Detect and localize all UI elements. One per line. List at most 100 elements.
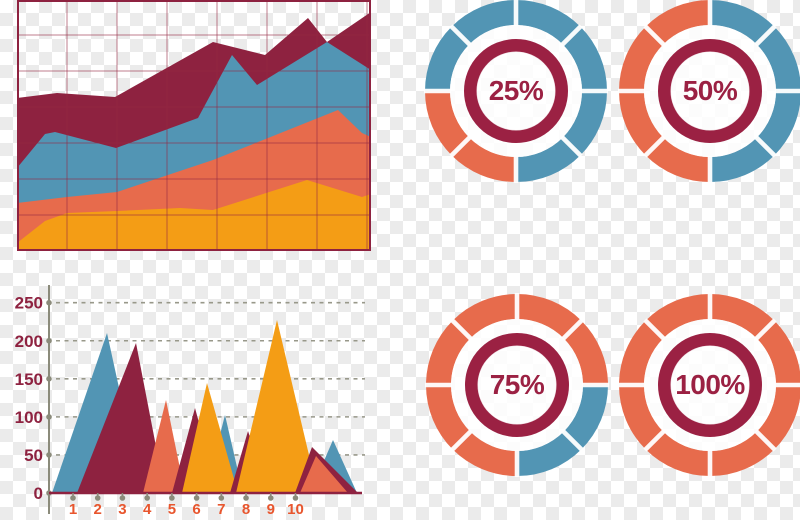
- donut-segment-empty: [563, 384, 608, 450]
- donut-segment-filled: [563, 320, 608, 386]
- donut-segment-separator: [643, 24, 666, 47]
- x-axis-tick-dot: [119, 495, 126, 501]
- donut-gap-ring: [644, 25, 776, 157]
- donut-segment-filled: [645, 294, 711, 339]
- donut-gauge-100: 100%: [618, 293, 800, 477]
- donut-segment-filled: [619, 26, 664, 92]
- donut-maroon-ring: [465, 333, 569, 437]
- donut-gauge-100-graphic: [618, 293, 800, 477]
- donut-segment-separator: [561, 318, 584, 341]
- donut-segment-separator: [561, 429, 584, 452]
- x-axis-tick-dot: [292, 495, 299, 501]
- x-axis-tick-dot: [94, 495, 101, 501]
- donut-segment-separator: [560, 24, 583, 47]
- donut-segment-filled: [619, 90, 664, 156]
- donut-segment-empty: [562, 90, 607, 156]
- donut-segment-empty: [562, 26, 607, 92]
- donut-gauge-50: 50%: [618, 0, 800, 183]
- donut-segment-separator: [643, 318, 666, 341]
- peak-triangle-coral: [143, 400, 185, 493]
- donut-segment-empty: [425, 26, 470, 92]
- donut-segment-separator: [643, 135, 666, 158]
- donut-segment-empty: [451, 0, 517, 45]
- donut-segment-empty: [515, 0, 581, 45]
- donut-segment-empty: [709, 0, 775, 45]
- y-tick-label: 250: [15, 294, 43, 313]
- donut-segment-filled: [452, 431, 518, 476]
- x-tick-label: 3: [118, 501, 126, 518]
- donut-gauge-25-graphic: [424, 0, 608, 183]
- donut-segment-filled: [619, 384, 664, 450]
- y-tick-label: 200: [15, 332, 43, 351]
- peak-triangle-coral: [300, 456, 348, 493]
- x-tick-label: 4: [143, 501, 152, 518]
- donut-segment-empty: [516, 431, 582, 476]
- x-tick-label: 6: [192, 501, 200, 518]
- donut-segment-separator: [754, 135, 777, 158]
- chart-border: [17, 0, 371, 251]
- donut-segment-empty: [756, 90, 800, 156]
- donut-gauge-25: 25%: [424, 0, 608, 183]
- peak-triangle-orange: [182, 383, 238, 493]
- donut-segment-filled: [425, 90, 470, 156]
- donut-segment-empty: [756, 26, 800, 92]
- x-axis-tick-dot: [243, 495, 249, 501]
- x-axis-tick-dot: [144, 495, 150, 501]
- donut-gap-ring: [644, 319, 776, 451]
- y-axis-tick-dot: [46, 376, 52, 382]
- donut-segment-separator: [560, 135, 583, 158]
- donut-segment-filled: [709, 294, 775, 339]
- donut-gap-ring: [450, 25, 582, 157]
- y-tick-label: 100: [15, 408, 43, 427]
- x-axis-tick-dot: [169, 495, 175, 501]
- x-axis-tick-dot: [193, 495, 200, 501]
- donut-segment-separator: [754, 24, 777, 47]
- x-axis-tick-dot: [70, 495, 76, 501]
- y-tick-label: 150: [15, 370, 43, 389]
- donut-segment-filled: [452, 294, 518, 339]
- donut-gap-ring: [451, 319, 583, 451]
- y-tick-label: 0: [34, 484, 43, 503]
- donut-maroon-ring: [658, 333, 762, 437]
- x-tick-label: 5: [168, 501, 176, 518]
- donut-segment-filled: [451, 137, 517, 182]
- x-tick-label: 8: [242, 501, 250, 518]
- donut-segment-separator: [449, 24, 472, 47]
- donut-inner-disc: [476, 51, 556, 131]
- donut-segment-separator: [643, 429, 666, 452]
- donut-inner-disc: [670, 345, 750, 425]
- x-axis-tick-dot: [218, 495, 225, 501]
- x-tick-label: 7: [217, 501, 225, 518]
- stacked-area-chart: [17, 0, 371, 251]
- donut-segment-separator: [449, 135, 472, 158]
- y-axis-tick-dot: [46, 452, 52, 458]
- donut-segment-empty: [515, 137, 581, 182]
- donut-segment-separator: [754, 429, 777, 452]
- donut-inner-disc: [670, 51, 750, 131]
- x-tick-label: 10: [287, 501, 304, 518]
- x-axis-tick-dot: [267, 495, 274, 501]
- x-tick-label: 2: [94, 501, 102, 518]
- y-tick-label: 50: [24, 446, 43, 465]
- donut-segment-filled: [756, 320, 800, 386]
- donut-segment-filled: [756, 384, 800, 450]
- donut-segment-filled: [645, 431, 711, 476]
- y-axis-tick-dot: [46, 337, 52, 344]
- donut-segment-filled: [516, 294, 582, 339]
- donut-gauge-50-graphic: [618, 0, 800, 183]
- donut-segment-separator: [450, 318, 473, 341]
- donut-segment-filled: [619, 320, 664, 386]
- donut-maroon-ring: [464, 39, 568, 143]
- y-axis-tick-dot: [46, 299, 52, 306]
- donut-segment-separator: [450, 429, 473, 452]
- donut-gauge-75-graphic: [425, 293, 609, 477]
- x-tick-label: 1: [69, 501, 77, 518]
- donut-segment-filled: [426, 320, 471, 386]
- y-axis-tick-dot: [46, 414, 52, 420]
- peak-triangle-maroon: [77, 343, 165, 493]
- donut-maroon-ring: [658, 39, 762, 143]
- donut-segment-filled: [709, 431, 775, 476]
- donut-segment-empty: [709, 137, 775, 182]
- donut-segment-filled: [645, 0, 711, 45]
